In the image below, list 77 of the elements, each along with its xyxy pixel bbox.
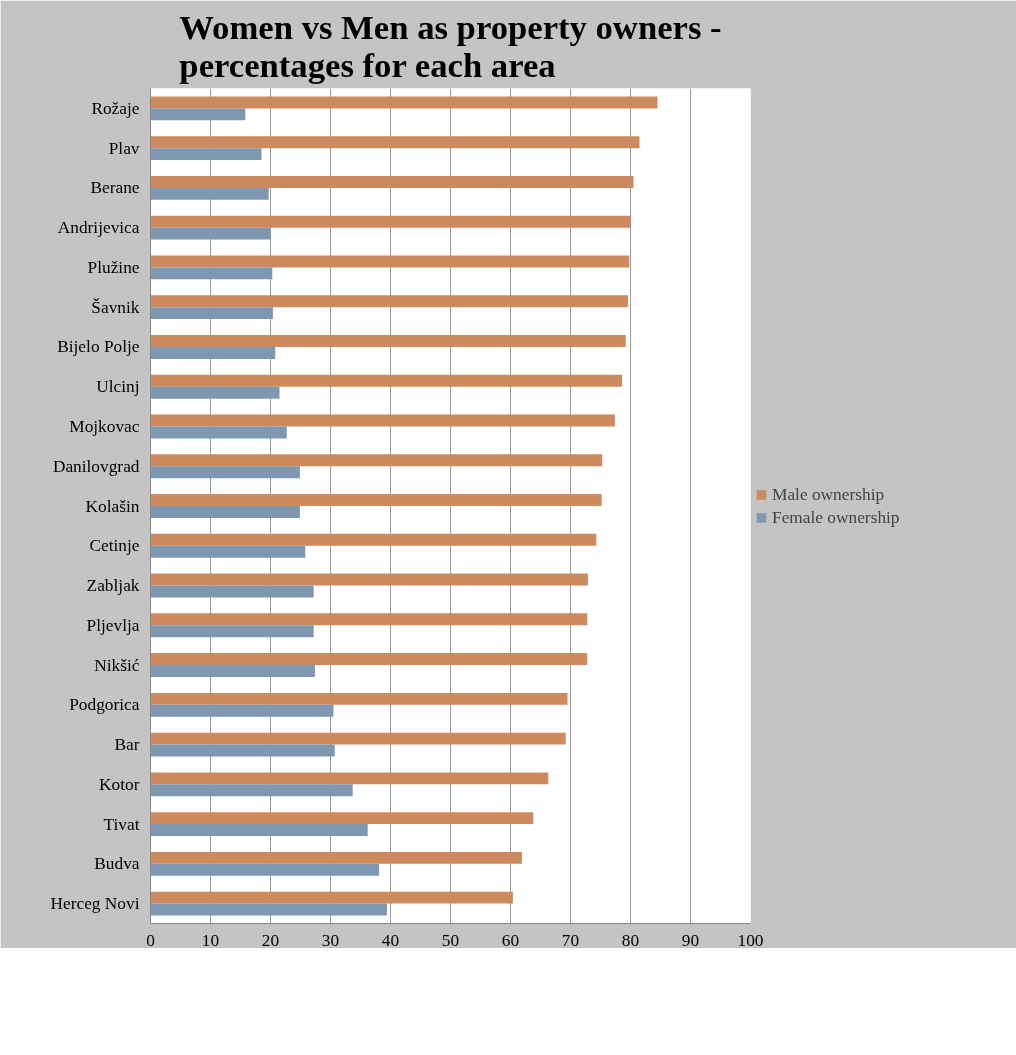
y-tick-label: Plav bbox=[108, 138, 140, 158]
x-tick-label: 80 bbox=[621, 930, 640, 950]
bar bbox=[150, 863, 380, 876]
legend-label: Female ownership bbox=[772, 507, 900, 527]
x-tick-label: 20 bbox=[261, 930, 280, 950]
y-tick-label: Podgorica bbox=[69, 695, 140, 715]
bar bbox=[150, 374, 623, 387]
bar bbox=[150, 227, 271, 240]
bar bbox=[150, 573, 588, 586]
bar bbox=[150, 466, 300, 479]
bar bbox=[150, 426, 287, 439]
bar bbox=[150, 295, 629, 308]
y-tick-label: Danilovgrad bbox=[52, 456, 140, 476]
bar bbox=[150, 824, 368, 837]
bar bbox=[150, 215, 631, 228]
bar bbox=[150, 148, 262, 161]
bar bbox=[150, 704, 334, 717]
chart-title: Women vs Men as property owners - percentages for each area bbox=[179, 7, 722, 84]
bar bbox=[150, 108, 246, 121]
bar bbox=[150, 903, 387, 916]
bar bbox=[150, 175, 634, 188]
y-tick-label: Mojkovac bbox=[69, 416, 140, 436]
x-tick-label: 30 bbox=[321, 930, 340, 950]
y-tick-label: Bijelo Polje bbox=[57, 337, 140, 357]
y-tick-label: Kotor bbox=[99, 774, 140, 794]
bar bbox=[150, 744, 335, 757]
y-tick-label: Šavnik bbox=[91, 297, 140, 317]
bar bbox=[150, 653, 588, 666]
bar bbox=[150, 494, 602, 506]
y-tick-label: Tivat bbox=[103, 814, 140, 834]
y-tick-label: Andrijevica bbox=[57, 218, 140, 238]
y-tick-label: Ulcinj bbox=[96, 377, 140, 397]
y-tick-label: Cetinje bbox=[89, 536, 140, 556]
bar bbox=[150, 585, 314, 598]
bar bbox=[150, 533, 597, 546]
bar bbox=[150, 812, 534, 825]
bar bbox=[150, 307, 273, 320]
bar bbox=[150, 335, 626, 347]
y-tick-label: Budva bbox=[94, 854, 140, 874]
x-tick-label: 40 bbox=[381, 930, 400, 950]
bar bbox=[150, 692, 568, 705]
bar bbox=[150, 187, 269, 200]
y-tick-label: Nikšić bbox=[94, 655, 140, 675]
bar bbox=[150, 96, 658, 109]
bar bbox=[150, 784, 353, 797]
y-tick-label: Bar bbox=[114, 735, 140, 755]
y-tick-label: Pljevlja bbox=[86, 615, 140, 635]
bar bbox=[150, 506, 300, 518]
y-tick-label: Plužine bbox=[87, 257, 140, 277]
bar bbox=[150, 255, 630, 268]
bar bbox=[150, 346, 276, 359]
bar bbox=[150, 851, 522, 864]
x-tick-label: 60 bbox=[501, 930, 520, 950]
bar bbox=[150, 136, 640, 149]
x-tick-label: 100 bbox=[737, 930, 764, 950]
x-tick-label: 0 bbox=[146, 930, 155, 950]
bar bbox=[150, 545, 306, 558]
bar bbox=[150, 613, 588, 626]
x-tick-label: 70 bbox=[561, 930, 580, 950]
x-tick-label: 10 bbox=[201, 930, 220, 950]
y-tick-label: Rožaje bbox=[91, 98, 140, 118]
legend-label: Male ownership bbox=[772, 484, 885, 504]
bar bbox=[150, 891, 513, 904]
bar bbox=[150, 665, 315, 677]
x-tick-label: 50 bbox=[441, 930, 460, 950]
y-tick-label: Kolašin bbox=[85, 496, 140, 516]
bar bbox=[150, 625, 314, 638]
bar bbox=[150, 267, 273, 280]
y-tick-label: Herceg Novi bbox=[50, 894, 140, 914]
bar bbox=[150, 454, 603, 467]
y-tick-label: Zabljak bbox=[86, 576, 140, 596]
bar bbox=[150, 414, 615, 427]
y-tick-label: Berane bbox=[90, 178, 140, 198]
bar bbox=[150, 732, 566, 745]
bar bbox=[150, 386, 280, 399]
x-tick-label: 90 bbox=[681, 930, 700, 950]
bar bbox=[150, 772, 549, 785]
